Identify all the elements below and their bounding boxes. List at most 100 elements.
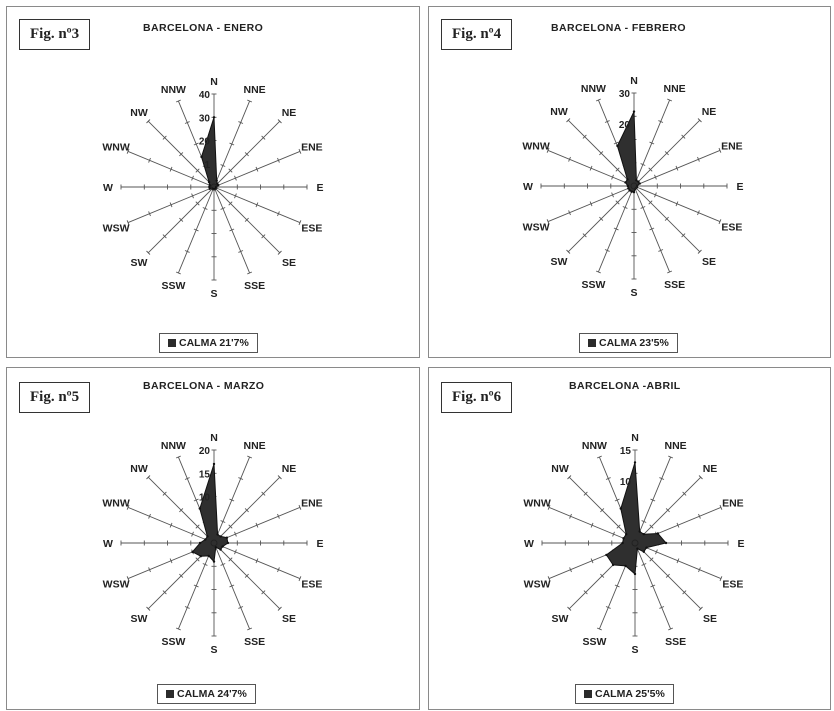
axis-tick-mark [146,606,151,611]
axis-tick-mark [298,576,302,582]
direction-label-n: N [210,432,218,444]
axis-tick-mark [589,165,593,171]
data-point-s [632,191,636,194]
center-marker [210,539,218,547]
axis-tick-mark [169,166,173,172]
data-point-wnw [208,184,211,187]
radial-tick-label: 15 [199,469,211,480]
data-point-ene [225,536,229,539]
axis-tick-mark [277,567,280,573]
data-point-e [664,541,668,545]
radial-tick-label: 30 [619,89,631,100]
data-point-w [621,541,624,545]
axis-tick-mark [649,227,655,231]
axis-tick-mark [148,211,151,217]
data-point-n [632,110,636,113]
axis-tick-mark [126,148,130,154]
axis-tick-mark [583,491,588,496]
axis-tick-mark [277,119,282,124]
data-point-ssw [207,554,210,558]
axis-tick-mark [641,563,647,566]
direction-label-se: SE [703,613,717,625]
axis-tick-mark [682,590,687,595]
axis-tick-mark [681,134,686,139]
direction-label-ese: ESE [301,579,322,591]
direction-label-e: E [736,181,743,193]
data-point-se [219,548,222,551]
data-point-sse [214,546,217,549]
axis-tick-mark [659,606,665,609]
calma-legend: CALMA 21'7% [159,333,258,353]
direction-label-wsw: WSW [103,579,130,591]
radial-tick-label: 20 [619,120,631,131]
direction-label-ssw: SSW [582,636,606,648]
axis-tick-mark [247,271,253,275]
data-point-wsw [605,553,608,557]
axis-tick-mark [148,157,151,163]
axis-tick-mark [590,522,594,528]
radial-tick-label: 10 [620,477,632,488]
axis-tick-mark [184,250,190,253]
data-point-e [226,541,230,545]
axis-tick-mark [184,121,190,124]
axis-tick-mark [668,627,674,631]
axis-tick-mark [590,558,594,564]
data-point-nw [207,180,211,184]
axis-tick-mark [567,475,572,480]
axis-tick-mark [613,227,619,231]
axis-tick-mark [615,200,620,205]
direction-label-e: E [737,538,744,550]
axis-tick-mark [612,531,615,537]
axis-tick-mark [228,201,233,206]
axis-tick-mark [664,151,669,156]
axis-tick-mark [247,99,253,103]
axis-tick-mark [191,531,194,537]
axis-tick-mark [191,175,194,181]
calma-legend: CALMA 23'5% [579,333,678,353]
axis-tick-mark [191,193,194,199]
calma-swatch [166,690,174,698]
axis-tick-mark [569,567,572,573]
axis-tick-mark [179,573,184,578]
direction-label-n: N [210,76,218,88]
axis-tick-mark [546,219,550,225]
axis-tick-mark [641,520,647,523]
direction-label-ene: ENE [721,140,743,152]
data-point-ssw [630,190,633,193]
axis-tick-mark [654,174,657,180]
wind-rose-panel-marzo: Fig. nº5 BARCELONA - MARZO N NNE NE ENE E ESE… [6,367,420,710]
data-point-w [208,185,211,189]
axis-tick-mark [220,164,226,167]
axis-tick-mark [567,606,572,611]
axis-tick-mark [261,491,266,496]
data-point-s [633,572,637,576]
axis-tick-mark [228,557,233,562]
axis-tick-mark [228,168,233,173]
data-point-ese [221,545,224,548]
chart-title: BARCELONA - FEBRERO [551,22,686,34]
axis-tick-mark [568,210,571,216]
axis-tick-mark [195,524,200,529]
direction-label-wnw: WNW [102,141,129,153]
axis-tick-mark [229,498,235,502]
axis-tick-mark [718,147,722,153]
axis-tick-mark [126,220,130,226]
direction-label-s: S [631,644,638,656]
direction-label-nnw: NNW [582,440,607,452]
data-point-nne [216,533,219,536]
axis-tick-mark [244,217,249,222]
data-point-nw [626,178,629,181]
axis-tick-mark [229,142,235,146]
data-point-ene [638,182,641,185]
axis-tick-mark [547,576,551,582]
axis-tick-mark [681,233,686,238]
axis-tick-mark [649,524,654,529]
direction-label-w: W [523,181,533,193]
calma-legend: CALMA 24'7% [157,684,256,704]
axis-tick-mark [193,584,199,588]
axis-tick-mark [195,168,200,173]
wind-rose-panel-abril: Fig. nº6 BARCELONA -ABRIL N NNE NE ENE E ESE S… [428,367,831,710]
axis-tick-mark [648,167,653,172]
direction-label-wsw: WSW [524,579,551,591]
data-point-sse [636,547,639,550]
